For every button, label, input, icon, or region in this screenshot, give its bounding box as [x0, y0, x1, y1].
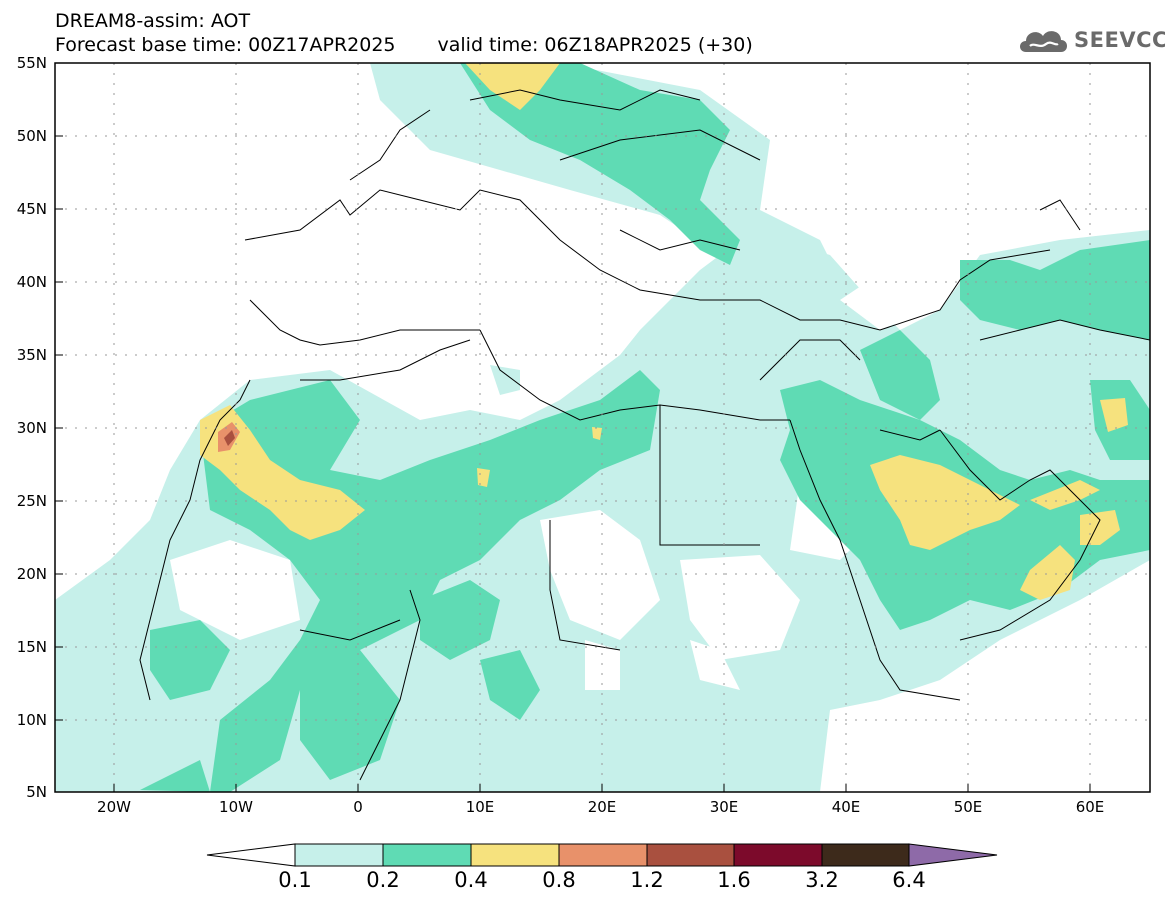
- colorbar-segment: [294, 843, 384, 867]
- base-time-label: Forecast base time: 00Z17APR2025: [55, 34, 396, 56]
- lon-label: 0: [353, 798, 363, 816]
- colorbar-segment: [558, 843, 648, 867]
- lat-label: 45N: [17, 200, 47, 218]
- lat-label: 5N: [26, 783, 47, 801]
- colorbar-label: 0.4: [454, 868, 488, 892]
- lat-label: 15N: [17, 638, 47, 656]
- colorbar-label: 0.2: [366, 868, 400, 892]
- aot-band-1.2: [224, 430, 235, 446]
- valid-time-label: valid time: 06Z18APR2025 (+30): [437, 34, 753, 56]
- colorbar-label: 1.2: [630, 868, 664, 892]
- colorbar-over-arrow: [908, 843, 998, 867]
- lat-label: 10N: [17, 711, 47, 729]
- lon-label: 20E: [588, 798, 617, 816]
- lat-labels: 55N 50N 45N 40N 35N 30N 25N 20N 15N 10N …: [17, 54, 47, 801]
- aot-band-0.4: [200, 63, 1128, 600]
- lon-label: 40E: [832, 798, 861, 816]
- colorbar-label: 1.6: [717, 868, 751, 892]
- colorbar: [206, 843, 998, 867]
- colorbar-under-arrow: [206, 843, 296, 867]
- lon-label: 50E: [954, 798, 983, 816]
- lat-label: 35N: [17, 346, 47, 364]
- colorbar-segment: [821, 843, 910, 867]
- lat-label: 25N: [17, 492, 47, 510]
- lon-label: 10W: [219, 798, 253, 816]
- lat-label: 50N: [17, 127, 47, 145]
- colorbar-segment: [646, 843, 735, 867]
- colorbar-segment: [382, 843, 472, 867]
- aot-field: [55, 63, 1150, 792]
- axis-ticks: [55, 62, 1091, 793]
- lon-label: 30E: [710, 798, 739, 816]
- lat-label: 55N: [17, 54, 47, 72]
- map-subtitle: Forecast base time: 00Z17APR2025 valid ti…: [55, 34, 753, 56]
- lon-labels: 20W 10W 0 10E 20E 30E 40E 50E 60E: [97, 798, 1104, 816]
- colorbar-label: 3.2: [805, 868, 839, 892]
- aot-clear-areas: [170, 260, 940, 690]
- cloud-icon: [1020, 31, 1067, 52]
- colorbar-label: 0.1: [278, 868, 312, 892]
- colorbar-label: 0.8: [542, 868, 576, 892]
- colorbar-segment: [470, 843, 560, 867]
- coastlines: [139, 89, 1150, 781]
- graticule: [55, 63, 1150, 792]
- lat-label: 30N: [17, 419, 47, 437]
- lat-label: 20N: [17, 565, 47, 583]
- colorbar-segment: [733, 843, 823, 867]
- map-title: DREAM8-assim: AOT: [55, 10, 251, 32]
- lat-label: 40N: [17, 273, 47, 291]
- lon-label: 60E: [1076, 798, 1105, 816]
- logo-text: SEEVCCC: [1074, 28, 1165, 52]
- seevccc-logo: SEEVCCC: [1016, 22, 1165, 58]
- lon-label: 10E: [466, 798, 495, 816]
- lon-label: 20W: [97, 798, 131, 816]
- colorbar-label: 6.4: [892, 868, 926, 892]
